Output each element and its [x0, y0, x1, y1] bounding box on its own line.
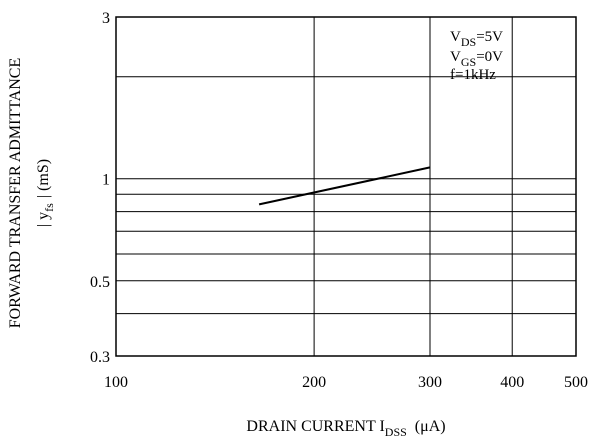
y-tick-label: 0.5 — [90, 274, 110, 291]
plot-frame — [115, 16, 577, 357]
x-axis-title-sub: DSS — [385, 425, 407, 439]
y-axis-title-line2: | yfs | (mS) — [35, 159, 56, 227]
grid-lines — [116, 17, 576, 356]
x-axis-title: DRAIN CURRENT IDSS (μA) — [246, 418, 445, 439]
y-axis-title-post: | (mS) — [35, 159, 52, 198]
y-axis-title-sub: fs — [42, 203, 56, 212]
x-tick-label: 500 — [564, 374, 588, 391]
x-axis-title-main: DRAIN CURRENT I — [246, 418, 384, 435]
x-tick-label: 200 — [302, 374, 326, 391]
y-tick-labels: 0.3 0.5 1 3 — [90, 10, 110, 366]
data-series — [258, 166, 431, 206]
x-tick-label: 100 — [104, 374, 128, 391]
condition-vds: VDS=5V — [450, 29, 503, 49]
x-tick-label: 300 — [418, 374, 442, 391]
y-axis-title-pre: | y — [35, 212, 52, 227]
y-tick-label: 0.3 — [90, 349, 110, 366]
test-conditions: VDS=5V VGS=0V f=1kHz — [450, 29, 503, 83]
x-tick-labels: 100 200 300 400 500 — [104, 374, 588, 391]
condition-vgs: VGS=0V — [450, 49, 503, 69]
y-axis-title-line1: FORWARD TRANSFER ADMITTANCE — [7, 58, 24, 328]
series-line — [258, 166, 431, 206]
y-tick-label: 1 — [102, 172, 110, 189]
x-axis-title-unit: (μA) — [415, 418, 446, 435]
x-tick-label: 400 — [500, 374, 524, 391]
y-tick-label: 3 — [102, 10, 110, 27]
condition-freq: f=1kHz — [450, 67, 496, 83]
